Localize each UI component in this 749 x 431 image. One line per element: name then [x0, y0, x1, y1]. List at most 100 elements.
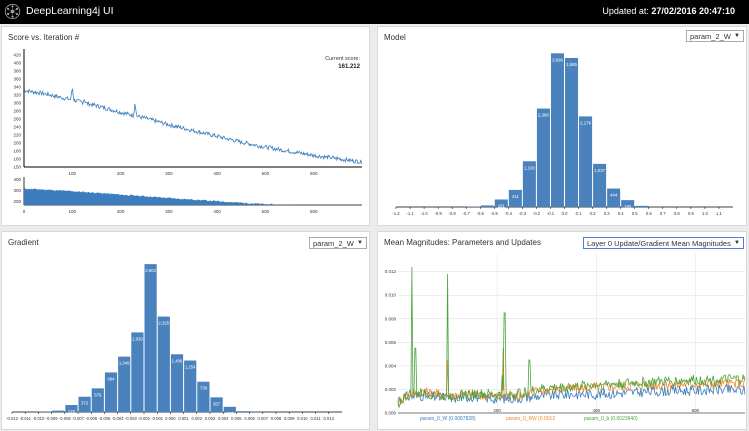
gradient-x-tick-label: 0.002 [192, 416, 203, 421]
gradient-x-tick-label: 0.001 [178, 416, 189, 421]
score-y-tick-label: 400 [13, 61, 21, 66]
gradient-panel-title: Gradient [8, 238, 39, 247]
model-bar [607, 188, 621, 207]
gradient-bar [210, 397, 223, 412]
model-x-tick-label: 1.0 [702, 211, 708, 216]
gradient-x-tick-label: -0.011 [19, 416, 31, 421]
gradient-bar [52, 410, 65, 412]
updated-label: Updated at: [602, 6, 649, 16]
magnitudes-chart: 0.012 0.010 0.008 0.006 0.004 0.002 0.000 200 40… [385, 254, 746, 422]
model-bar-label: 181 [498, 203, 506, 208]
chevron-down-icon: ▼ [357, 240, 363, 246]
gradient-bar [223, 406, 236, 412]
overview-y-tick-label: 200 [13, 199, 21, 204]
model-bar-label: 165 [624, 204, 632, 209]
overview-x-tick-label: 300 [165, 209, 173, 214]
model-panel: Model param_2_W ▼ -1.2 -1.1 -1.0 -0.9 -0.8 -0… [377, 26, 747, 226]
gradient-x-tick-label: 0.011 [311, 416, 322, 421]
magnitudes-panel: Mean Magnitudes: Parameters and Updates … [377, 231, 747, 430]
model-x-tick-label: -0.4 [505, 211, 513, 216]
gradient-x-tick-label: -0.006 [85, 416, 98, 421]
magnitudes-x-tick-label: 400 [593, 408, 601, 413]
score-y-tick-label: 320 [13, 93, 21, 98]
gradient-bar-label: 357 [213, 401, 221, 406]
gradient-bar-label: 2,325 [158, 321, 169, 326]
overview-x-tick-label: 600 [310, 209, 318, 214]
gradient-x-tick-label: 0.009 [284, 416, 295, 421]
magnitudes-view-select[interactable]: Layer 0 Update/Gradient Mean Magnitudes … [583, 237, 744, 249]
model-x-tick-label: -0.6 [477, 211, 485, 216]
model-x-tick-label: -0.7 [463, 211, 471, 216]
overview-x-tick-label: 500 [262, 209, 270, 214]
gradient-x-tick-label: 0.008 [271, 416, 282, 421]
model-bar [593, 163, 607, 207]
gradient-bar [91, 388, 104, 412]
score-x-tick-label: 400 [213, 171, 221, 176]
gradient-x-tick-label: 0.004 [218, 416, 229, 421]
model-x-tick-label: 0.5 [632, 211, 638, 216]
gradient-x-tick-label: 0.003 [205, 416, 216, 421]
magnitudes-series-line [397, 266, 746, 408]
top-bar: DeepLearning4j UI Updated at: 27/02/2016… [0, 0, 749, 24]
model-x-tick-label: -1.0 [420, 211, 428, 216]
magnitudes-legend-label: param_0_W (0.0087828) [420, 416, 476, 422]
gradient-x-tick-label: -0.012 [6, 416, 19, 421]
score-panel: Score vs. Iteration # Current score: 161… [1, 26, 370, 226]
gradient-bar [144, 264, 157, 412]
gradient-x-tick-label: -0.001 [151, 416, 164, 421]
app-title: DeepLearning4j UI [26, 5, 114, 17]
model-x-tick-label: 0.2 [590, 211, 596, 216]
gradient-bar-label: 126 [226, 411, 234, 416]
model-bar [480, 205, 494, 207]
magnitudes-panel-title: Mean Magnitudes: Parameters and Updates [384, 238, 541, 247]
gradient-x-tick-label: 0.010 [297, 416, 308, 421]
gradient-bar [78, 396, 91, 412]
score-y-tick-label: 200 [13, 141, 21, 146]
score-x-tick-label: 200 [117, 171, 125, 176]
gradient-param-select[interactable]: param_2_W ▼ [309, 237, 367, 249]
gradient-bar [184, 360, 197, 412]
model-x-tick-label: -0.3 [519, 211, 527, 216]
score-chart: Current score: 161.212 420 400 380 360 340 32… [13, 49, 362, 214]
gradient-bar-label: 3,602 [145, 268, 156, 273]
magnitudes-legend-label: param_0_RW (0.0012 [506, 416, 555, 422]
score-y-tick-label: 420 [13, 53, 21, 58]
gradient-bar [197, 381, 210, 412]
score-x-tick-label: 500 [262, 171, 270, 176]
gradient-x-tick-label: -0.009 [46, 416, 59, 421]
chevron-down-icon: ▼ [734, 33, 740, 39]
overview-x-tick-label: 100 [69, 209, 77, 214]
model-x-tick-label: -1.1 [406, 211, 414, 216]
score-y-tick-label: 220 [13, 133, 21, 138]
magnitudes-legend-label: param_0_b (0.0023640) [584, 416, 638, 422]
gradient-x-tick-label: 0.000 [165, 416, 176, 421]
gradient-x-tick-label: -0.007 [72, 416, 85, 421]
gradient-bar [104, 372, 118, 412]
model-bar [522, 161, 536, 207]
score-y-tick-label: 300 [13, 101, 21, 106]
gradient-x-tick-label: 0.005 [231, 416, 242, 421]
gradient-x-tick-label: -0.002 [138, 416, 151, 421]
score-y-tick-label: 380 [13, 69, 21, 74]
magnitudes-view-value: Layer 0 Update/Gradient Mean Magnitudes [587, 239, 731, 248]
model-param-select[interactable]: param_2_W ▼ [686, 30, 744, 42]
overview-x-tick-label: 200 [117, 209, 125, 214]
magnitudes-y-tick-label: 0.004 [385, 363, 397, 368]
gradient-bar-label: 372 [81, 401, 89, 406]
model-bar [579, 116, 593, 207]
model-bar [565, 57, 579, 207]
model-param-value: param_2_W [690, 32, 731, 41]
gradient-bar-label: 576 [94, 392, 102, 397]
model-x-tick-label: -0.8 [449, 211, 457, 216]
overview-y-tick-label: 300 [13, 188, 21, 193]
score-y-tick-label: 340 [13, 85, 21, 90]
score-y-tick-label: 260 [13, 117, 21, 122]
score-line-series [23, 88, 362, 165]
model-bar [550, 53, 564, 207]
magnitudes-y-tick-label: 0.006 [385, 340, 397, 345]
chevron-down-icon: ▼ [734, 240, 740, 246]
gradient-bar-label: 1,254 [185, 365, 196, 370]
model-x-tick-label: 0.4 [618, 211, 624, 216]
model-bar-label: 3,696 [552, 57, 563, 62]
magnitudes-x-tick-label: 200 [493, 408, 501, 413]
